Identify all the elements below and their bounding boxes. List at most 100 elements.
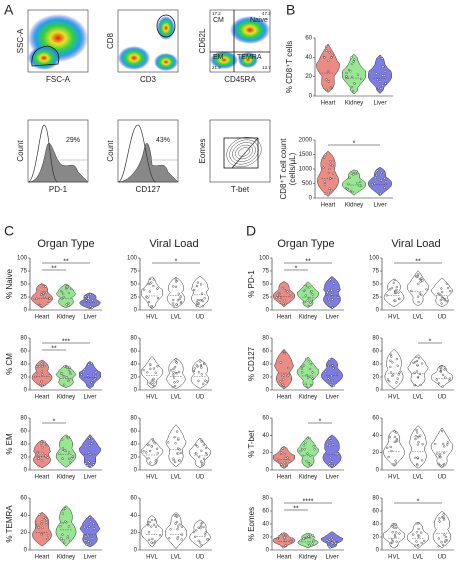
y-tick-label: 60 <box>20 429 27 435</box>
data-point <box>41 452 44 455</box>
data-point <box>379 173 382 177</box>
significance-label: **** <box>303 498 314 505</box>
data-point <box>326 443 329 446</box>
data-point <box>307 296 311 300</box>
data-point <box>352 60 355 63</box>
data-point <box>48 297 51 300</box>
data-point <box>331 172 335 175</box>
data-point <box>330 460 333 463</box>
data-point <box>70 287 73 291</box>
y-tick-label: 75 <box>130 269 137 275</box>
data-point <box>87 297 90 300</box>
x-tick-label: Heart <box>277 395 292 401</box>
data-point <box>65 303 68 306</box>
data-point <box>43 383 46 387</box>
y-tick-label: 50 <box>372 282 379 288</box>
panel-label: B <box>286 2 295 18</box>
violin <box>321 357 343 388</box>
x-tick-label: HVL <box>388 475 400 481</box>
data-point <box>448 377 451 380</box>
data-point <box>328 437 331 440</box>
data-point <box>204 533 207 536</box>
data-point <box>325 78 328 81</box>
data-point <box>347 182 350 186</box>
data-point <box>417 300 420 304</box>
data-point <box>330 287 333 291</box>
data-point <box>311 377 314 380</box>
y-tick-label: 75 <box>372 269 379 275</box>
density <box>28 46 60 70</box>
y-tick-label: 80 <box>130 416 137 422</box>
x-tick-label: Heart <box>35 555 50 561</box>
data-point <box>416 456 419 459</box>
y-tick-label: 20 <box>372 535 379 541</box>
data-point <box>344 187 348 190</box>
data-point <box>444 376 447 379</box>
y-tick-label: 0 <box>266 468 270 474</box>
data-point <box>439 366 442 369</box>
data-point <box>202 457 206 460</box>
data-point <box>174 285 178 288</box>
data-point <box>201 299 204 303</box>
data-point <box>391 523 394 526</box>
data-point <box>398 532 401 535</box>
data-point <box>203 362 206 366</box>
data-point <box>149 282 152 285</box>
data-point <box>67 304 70 307</box>
data-point <box>375 170 378 173</box>
data-point <box>437 462 440 465</box>
data-point <box>203 297 206 300</box>
data-point <box>172 367 175 371</box>
y-tick-label: 0 <box>134 468 138 474</box>
y-tick-label: 0 <box>134 308 138 314</box>
data-point <box>393 435 397 438</box>
x-tick-label: UD <box>196 475 205 481</box>
y-tick-label: 1000 <box>299 167 313 173</box>
data-point <box>395 540 398 543</box>
y-tick-label: 0 <box>376 548 380 554</box>
y-tick-label: 60 <box>20 496 27 502</box>
data-point <box>445 282 448 285</box>
data-point <box>35 365 38 368</box>
data-point <box>178 523 181 526</box>
gate-value: 47.2 <box>262 11 271 16</box>
violin <box>140 356 164 389</box>
data-point <box>327 297 330 301</box>
data-point <box>84 445 88 448</box>
data-point <box>192 369 196 373</box>
data-point <box>441 290 444 294</box>
x-tick-label: Kidney <box>299 555 317 561</box>
data-point <box>371 183 374 186</box>
gate-label: EM <box>213 54 224 61</box>
y-tick-label: 40 <box>372 362 379 368</box>
data-point <box>35 525 39 529</box>
data-point <box>150 541 153 544</box>
data-point <box>324 153 327 156</box>
y-tick-label: 50 <box>20 282 27 288</box>
violin <box>188 437 212 469</box>
data-point <box>412 361 415 364</box>
data-point <box>331 542 334 545</box>
data-point <box>286 290 289 293</box>
y-tick-label: 20 <box>130 530 137 536</box>
data-point <box>309 383 313 387</box>
contour <box>232 142 256 162</box>
data-point <box>89 520 92 523</box>
data-point <box>195 452 198 455</box>
data-point <box>416 436 420 439</box>
y-axis-label: Eomes <box>198 139 207 164</box>
data-point <box>323 56 326 59</box>
significance-label: ** <box>305 258 311 265</box>
data-point <box>415 274 418 278</box>
violin <box>430 364 454 388</box>
data-point <box>199 541 202 544</box>
data-point <box>416 464 419 467</box>
data-point <box>334 452 338 455</box>
data-point <box>417 441 420 444</box>
data-point <box>416 443 419 446</box>
data-point <box>390 355 393 358</box>
data-point <box>194 443 197 447</box>
data-point <box>92 461 96 464</box>
data-point <box>394 291 398 294</box>
data-point <box>305 385 309 388</box>
